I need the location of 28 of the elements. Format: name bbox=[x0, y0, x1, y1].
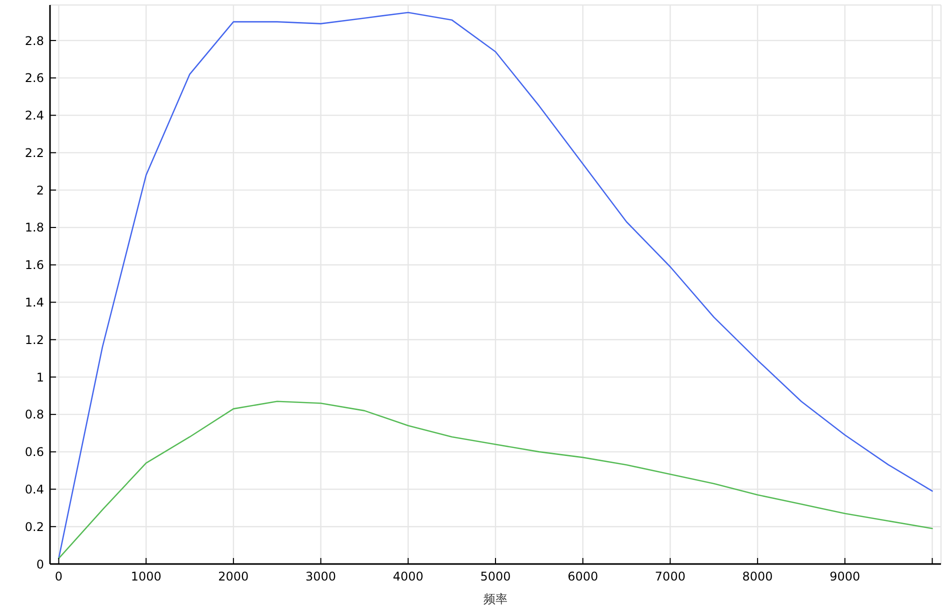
y-tick-label: 2.6 bbox=[24, 71, 44, 86]
x-tick-label: 4000 bbox=[392, 570, 424, 584]
y-tick-label: 1.4 bbox=[24, 296, 44, 310]
y-tick-label: 0.2 bbox=[24, 520, 44, 534]
y-tick-label: 1.2 bbox=[24, 332, 44, 347]
x-tick-label: 5000 bbox=[480, 570, 511, 584]
y-tick-label: 1.6 bbox=[24, 258, 44, 272]
y-tick-label: 2.4 bbox=[24, 108, 44, 123]
y-tick-label: 2 bbox=[36, 183, 44, 198]
x-tick-label: 9000 bbox=[830, 570, 860, 584]
line-series bbox=[58, 400, 933, 560]
x-tick-label: 8000 bbox=[742, 570, 773, 584]
x-axis-title: 频率 bbox=[484, 592, 508, 605]
y-tick-label: 2.2 bbox=[24, 146, 44, 160]
x-tick-label: 3000 bbox=[306, 570, 336, 584]
y-tick-label: 2.8 bbox=[24, 34, 44, 48]
y-tick-label: 1 bbox=[36, 370, 44, 384]
x-tick-label: 0 bbox=[54, 570, 63, 584]
x-tick-label: 6000 bbox=[568, 570, 598, 584]
x-tick-label: 2000 bbox=[218, 570, 249, 584]
x-tick-label: 7000 bbox=[654, 570, 686, 584]
line-series bbox=[58, 12, 933, 560]
y-tick-label: 0.4 bbox=[24, 482, 44, 496]
y-tick-label: 1.8 bbox=[24, 220, 44, 235]
y-tick-label: 0 bbox=[36, 557, 44, 572]
y-tick-label: 0.6 bbox=[24, 445, 44, 460]
x-tick-label: 1000 bbox=[130, 570, 162, 584]
y-tick-label: 0.8 bbox=[24, 408, 44, 422]
